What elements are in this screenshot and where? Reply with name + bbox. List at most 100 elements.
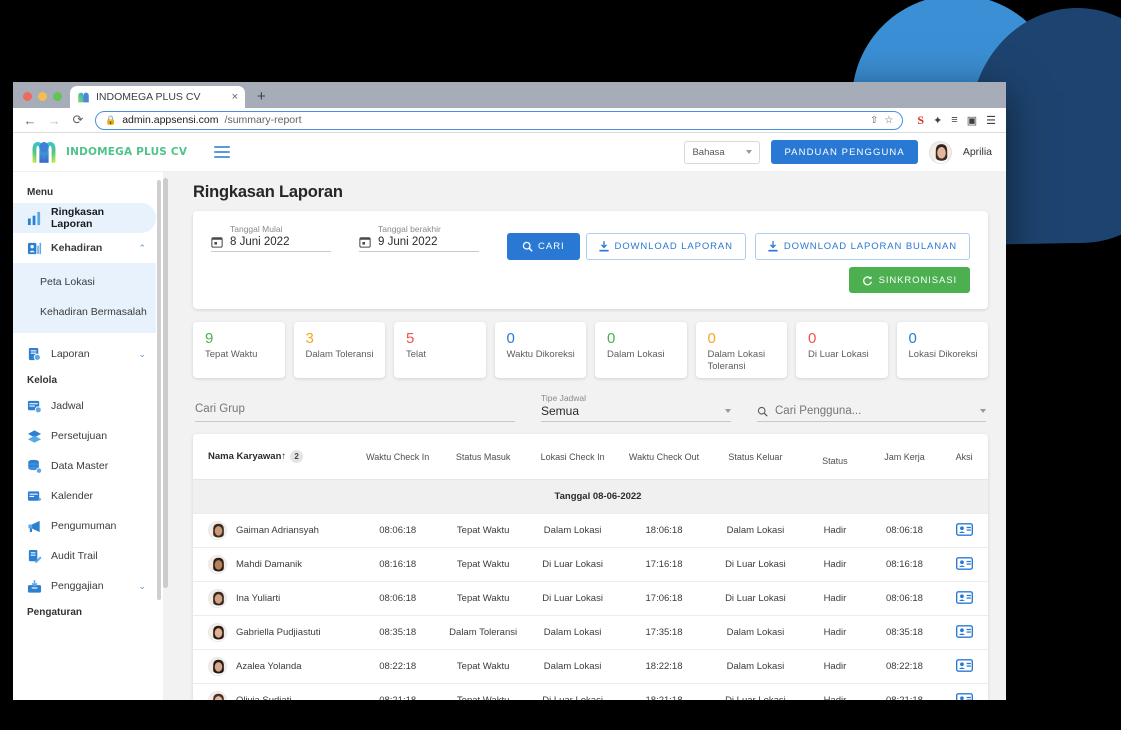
stat-card-dalam-lokasi: 0 Dalam Lokasi <box>595 322 687 378</box>
address-bar[interactable]: 🔒 admin.appsensi.com/summary-report ⇧ ☆ <box>95 110 904 130</box>
download-report-button[interactable]: DOWNLOAD LAPORAN <box>585 233 746 260</box>
user-guide-button[interactable]: PANDUAN PENGGUNA <box>771 140 918 164</box>
cell-aksi[interactable] <box>940 683 988 700</box>
sidebar-item-penggajian[interactable]: Penggajian ⌄ <box>13 571 156 601</box>
chevron-down-icon: ⌄ <box>138 580 146 591</box>
browser-menu-icon[interactable]: ☰ <box>986 114 996 127</box>
stat-card-lokasi-dikoreksi: 0 Lokasi Dikoreksi <box>896 322 988 378</box>
table-row[interactable]: Gabriella Pudjiastuti 08:35:18 Dalam Toler… <box>193 615 988 650</box>
sidebar-scrollbar[interactable] <box>157 180 161 600</box>
cell-aksi[interactable] <box>940 581 988 616</box>
group-search-input[interactable]: Cari Grup <box>195 399 515 422</box>
reading-list-icon[interactable]: ≡ <box>951 114 958 126</box>
back-button[interactable]: ← <box>23 112 37 128</box>
grammar-extension-icon[interactable]: S <box>917 112 925 127</box>
new-tab-button[interactable]: + <box>257 88 266 105</box>
view-detail-button[interactable] <box>955 590 973 607</box>
browser-tab[interactable]: INDOMEGA PLUS CV × <box>70 86 245 108</box>
column-header-status[interactable]: Status <box>822 456 848 466</box>
sidepanel-icon[interactable]: ▣ <box>966 114 978 127</box>
main-scrollbar[interactable] <box>163 178 168 588</box>
table-row[interactable]: Azalea Yolanda 08:22:18 Tepat Waktu Dalam L… <box>193 649 988 684</box>
user-search-input[interactable]: Cari Pengguna... <box>757 405 986 422</box>
language-select[interactable]: Bahasa <box>684 140 761 164</box>
sidebar-item-pengumuman[interactable]: Pengumuman <box>13 511 156 541</box>
date-end-field[interactable]: Tanggal berakhir 9 Juni 2022 <box>359 224 479 252</box>
view-detail-button[interactable] <box>955 624 973 641</box>
brand-logo[interactable]: INDOMEGA PLUS CV <box>31 140 187 164</box>
menu-toggle-icon[interactable] <box>214 146 231 158</box>
date-end-label: Tanggal berakhir <box>378 224 441 234</box>
sidebar-item-laporan[interactable]: Laporan ⌄ <box>13 339 156 369</box>
sidebar-item-label: Data Master <box>51 460 109 472</box>
table-row[interactable]: Ina Yuliarti 08:06:18 Tepat Waktu Di Luar L… <box>193 581 988 616</box>
view-detail-button[interactable] <box>955 522 973 539</box>
minimize-window-button[interactable] <box>38 92 47 101</box>
chevron-down-icon: ⌄ <box>138 348 146 359</box>
stat-label: Lokasi Dikoreksi <box>908 348 978 360</box>
date-start-field[interactable]: Tanggal Mulai 8 Juni 2022 <box>211 224 331 252</box>
sidebar-item-data-master[interactable]: Data Master <box>13 451 156 481</box>
cell-aksi[interactable] <box>940 547 988 582</box>
download-actions: DOWNLOAD LAPORAN DOWNLOAD LAPORAN BULANA… <box>585 224 970 293</box>
sidebar-item-kalender[interactable]: Kalender <box>13 481 156 511</box>
column-header-nama-karyawan[interactable]: Nama Karyawan↑ 2 <box>193 434 356 480</box>
download-monthly-report-button[interactable]: DOWNLOAD LAPORAN BULANAN <box>754 233 970 260</box>
table-group-header-row: Tanggal 08-06-2022 <box>193 479 988 514</box>
view-detail-button[interactable] <box>955 692 973 700</box>
main-content: Ringkasan Laporan Tanggal Mulai <box>163 172 1006 700</box>
column-header-lokasi-check-in[interactable]: Lokasi Check In <box>540 451 605 462</box>
column-header-aksi[interactable]: Aksi <box>955 451 973 462</box>
puzzle-extension-icon[interactable]: ✦ <box>933 114 943 127</box>
view-detail-button[interactable] <box>955 658 973 675</box>
cell-status: Hadir <box>801 649 869 684</box>
view-detail-button[interactable] <box>955 556 973 573</box>
bookmark-star-icon[interactable]: ☆ <box>884 114 894 126</box>
stat-label: Dalam Toleransi <box>305 348 374 360</box>
cell-waktu-check-out: 17:06:18 <box>618 581 710 616</box>
sidebar-item-ringkasan-laporan[interactable]: Ringkasan Laporan <box>13 203 156 233</box>
share-icon[interactable]: ⇧ <box>870 114 879 126</box>
table-row[interactable]: Gaiman Adriansyah 08:06:18 Tepat Waktu Dala… <box>193 513 988 548</box>
cell-aksi[interactable] <box>940 513 988 548</box>
calendar-icon <box>211 237 223 248</box>
search-button[interactable]: CARI <box>507 233 580 260</box>
cell-waktu-check-in: 08:06:18 <box>355 513 440 548</box>
window-controls[interactable] <box>13 92 70 108</box>
column-header-waktu-check-in[interactable]: Waktu Check In <box>366 451 430 462</box>
column-header-jam-kerja[interactable]: Jam Kerja <box>884 451 925 462</box>
maximize-window-button[interactable] <box>53 92 62 101</box>
sidebar-item-persetujuan[interactable]: Persetujuan <box>13 421 156 451</box>
cell-waktu-check-in: 08:16:18 <box>355 547 440 582</box>
avatar[interactable] <box>928 140 952 164</box>
sidebar-section-kelola: Kelola <box>27 375 58 386</box>
stat-value: 0 <box>506 330 515 347</box>
sidebar-item-peta-lokasi[interactable]: Peta Lokasi <box>13 267 156 297</box>
forward-button[interactable]: → <box>47 112 61 128</box>
table-group-header-label: Tanggal 08-06-2022 <box>193 479 988 514</box>
sidebar-item-jadwal[interactable]: Jadwal <box>13 391 156 421</box>
cell-waktu-check-out: 18:06:18 <box>618 513 710 548</box>
cell-jam-kerja: 08:06:18 <box>868 513 941 548</box>
cell-aksi[interactable] <box>940 649 988 684</box>
column-header-waktu-check-out[interactable]: Waktu Check Out <box>628 451 700 462</box>
sidebar-item-label: Laporan <box>51 348 90 360</box>
schedule-type-select[interactable]: Tipe Jadwal Semua <box>541 393 731 422</box>
cell-nama-karyawan: Gabriella Pudjiastuti <box>193 615 356 650</box>
avatar-image <box>209 522 226 539</box>
avatar <box>208 555 227 574</box>
reload-button[interactable]: ⟳ <box>72 112 84 127</box>
sidebar-item-kehadiran-bermasalah[interactable]: Kehadiran Bermasalah <box>13 297 156 327</box>
cell-jam-kerja: 08:16:18 <box>868 547 941 582</box>
close-window-button[interactable] <box>23 92 32 101</box>
sidebar-item-audit-trail[interactable]: Audit Trail <box>13 541 156 571</box>
close-tab-button[interactable]: × <box>231 91 238 103</box>
column-header-status-masuk[interactable]: Status Masuk <box>455 451 511 462</box>
cell-aksi[interactable] <box>940 615 988 650</box>
column-header-status-keluar[interactable]: Status Keluar <box>728 451 783 462</box>
sidebar-item-kehadiran[interactable]: Kehadiran ⌃ <box>13 233 156 263</box>
table-row[interactable]: Mahdi Damanik 08:16:18 Tepat Waktu Di Luar … <box>193 547 988 582</box>
cell-status-masuk: Dalam Toleransi <box>439 615 527 650</box>
sync-button[interactable]: SINKRONISASI <box>848 267 970 293</box>
